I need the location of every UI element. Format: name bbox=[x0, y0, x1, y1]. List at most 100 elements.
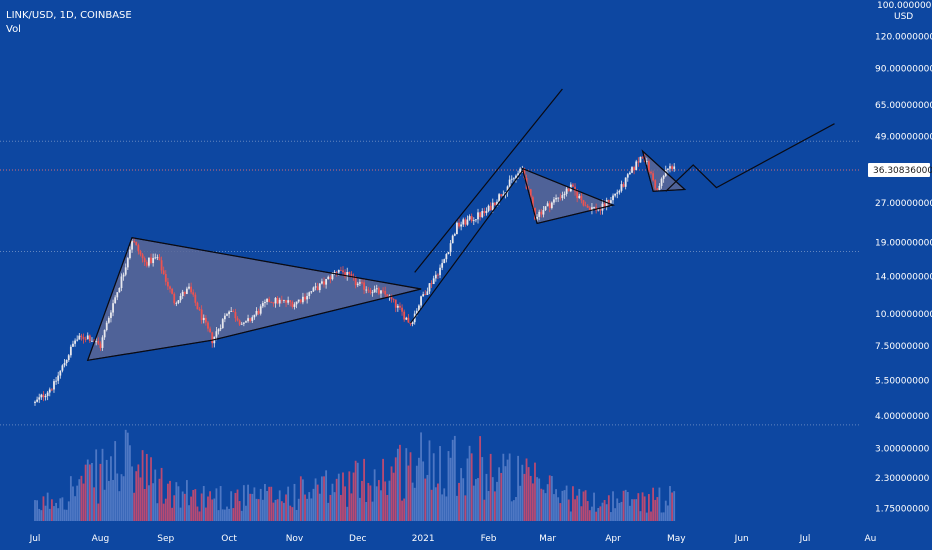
volume-bar-186 bbox=[426, 474, 429, 521]
volume-bar-28 bbox=[93, 487, 95, 521]
volume-bar-52 bbox=[143, 489, 146, 521]
candle-body-75 bbox=[192, 292, 195, 295]
candle-body-265 bbox=[593, 207, 595, 208]
volume-bar-7 bbox=[48, 508, 51, 521]
volume-bar-303 bbox=[673, 491, 676, 521]
candle-body-135 bbox=[318, 283, 321, 291]
volume-bar-134 bbox=[316, 484, 319, 521]
candle-body-205 bbox=[466, 219, 469, 225]
current-price-marker bbox=[868, 163, 930, 177]
volume-bar-225 bbox=[508, 453, 511, 521]
candle-body-279 bbox=[622, 184, 625, 187]
volume-bar-116 bbox=[278, 490, 281, 521]
volume-bar-214 bbox=[485, 473, 488, 521]
volume-bar-60 bbox=[160, 467, 163, 521]
volume-bar-67 bbox=[175, 482, 178, 521]
volume-bar-151 bbox=[352, 472, 355, 521]
candle-body-114 bbox=[274, 297, 277, 304]
candle-body-92 bbox=[228, 311, 230, 315]
candle-body-74 bbox=[190, 286, 193, 293]
candle-body-62 bbox=[164, 274, 167, 282]
volume-bar-47 bbox=[133, 492, 136, 521]
candle-body-145 bbox=[339, 269, 342, 271]
candle-body-10 bbox=[55, 380, 57, 382]
candle-body-182 bbox=[418, 305, 420, 311]
volume-bar-77 bbox=[196, 506, 199, 521]
candle-body-251 bbox=[563, 193, 566, 196]
volume-bar-14 bbox=[63, 509, 66, 521]
candle-body-59 bbox=[158, 257, 161, 261]
volume-bar-66 bbox=[173, 495, 176, 521]
candle-body-23 bbox=[82, 336, 85, 340]
volume-bar-243 bbox=[546, 484, 549, 521]
candle-body-213 bbox=[483, 211, 486, 214]
volume-bar-115 bbox=[276, 499, 279, 521]
volume-bar-102 bbox=[249, 493, 252, 521]
volume-bar-209 bbox=[475, 479, 477, 521]
volume-bar-81 bbox=[204, 507, 207, 521]
candle-body-202 bbox=[460, 224, 463, 227]
volume-bar-277 bbox=[618, 502, 621, 521]
candle-body-275 bbox=[614, 193, 617, 196]
volume-bar-204 bbox=[464, 495, 467, 521]
volume-bar-210 bbox=[477, 478, 479, 521]
candle-body-37 bbox=[112, 303, 114, 313]
candle-body-177 bbox=[407, 317, 410, 323]
volume-bar-119 bbox=[285, 494, 287, 521]
volume-bar-137 bbox=[323, 476, 325, 521]
volume-bar-110 bbox=[266, 490, 268, 521]
candle-body-210 bbox=[477, 212, 479, 220]
candle-body-11 bbox=[57, 375, 60, 381]
candle-body-25 bbox=[86, 335, 89, 340]
candle-body-302 bbox=[671, 166, 673, 169]
candle-body-242 bbox=[544, 206, 547, 211]
volume-bar-80 bbox=[202, 485, 205, 521]
volume-bar-195 bbox=[445, 496, 448, 521]
candle-body-227 bbox=[512, 178, 515, 180]
candle-body-87 bbox=[217, 329, 220, 332]
volume-bar-121 bbox=[289, 505, 292, 521]
volume-bar-227 bbox=[512, 500, 515, 521]
candle-body-42 bbox=[122, 274, 125, 277]
candle-body-21 bbox=[78, 335, 81, 340]
candle-body-188 bbox=[430, 283, 433, 285]
volume-bar-18 bbox=[72, 486, 74, 521]
price-axis-tick-0: 120.00000000 bbox=[875, 33, 932, 43]
candle-body-214 bbox=[485, 210, 488, 214]
candle-body-288 bbox=[641, 156, 644, 158]
channel-lower-line bbox=[410, 170, 523, 324]
volume-bar-286 bbox=[637, 493, 640, 521]
volume-bar-174 bbox=[401, 500, 403, 521]
volume-bar-194 bbox=[443, 488, 446, 521]
volume-bar-86 bbox=[215, 488, 218, 521]
candle-body-160 bbox=[371, 292, 374, 294]
candle-body-258 bbox=[578, 195, 581, 199]
candle-body-58 bbox=[156, 257, 159, 259]
candle-body-238 bbox=[536, 216, 538, 220]
volume-bar-41 bbox=[120, 474, 123, 521]
candle-body-183 bbox=[420, 296, 422, 306]
volume-bar-89 bbox=[221, 509, 224, 521]
candle-body-195 bbox=[445, 254, 448, 260]
volume-bar-290 bbox=[645, 512, 648, 521]
candle-body-247 bbox=[555, 197, 557, 200]
volume-bar-105 bbox=[255, 498, 258, 521]
candle-body-184 bbox=[422, 294, 425, 297]
volume-bar-219 bbox=[496, 481, 498, 521]
volume-bar-40 bbox=[118, 491, 121, 521]
volume-bar-135 bbox=[318, 493, 321, 521]
candle-body-277 bbox=[618, 190, 621, 193]
volume-bar-146 bbox=[342, 472, 344, 521]
candle-body-64 bbox=[169, 286, 171, 289]
price-axis-tick-7: 10.00000000 bbox=[875, 310, 932, 320]
volume-bar-104 bbox=[253, 487, 256, 521]
volume-bar-120 bbox=[287, 486, 290, 521]
candle-body-122 bbox=[291, 302, 294, 307]
volume-bar-213 bbox=[483, 499, 486, 521]
candle-body-67 bbox=[175, 302, 178, 304]
volume-bar-269 bbox=[601, 502, 604, 521]
candle-body-256 bbox=[574, 186, 576, 192]
time-axis-tick-3: Oct bbox=[221, 534, 237, 544]
candle-body-143 bbox=[335, 271, 338, 273]
